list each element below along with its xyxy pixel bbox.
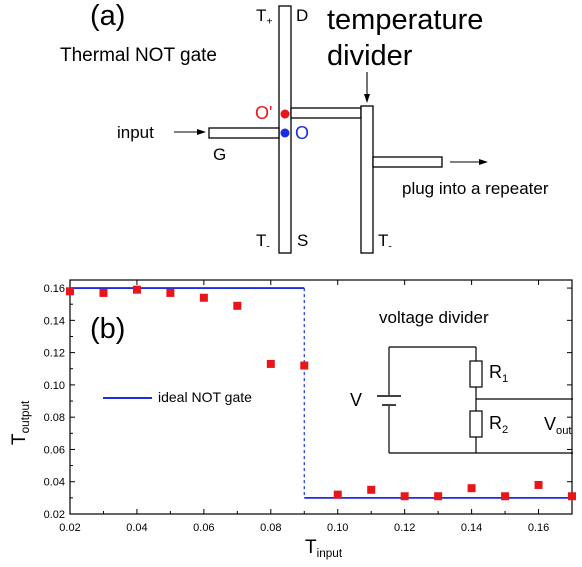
r2-label: R2 <box>489 413 509 436</box>
data-point <box>99 288 108 297</box>
y-tick-label: 0.16 <box>44 283 65 295</box>
plug-label: plug into a repeater <box>402 179 549 198</box>
voltage-divider-circuit <box>377 346 573 454</box>
x-axis-label: Tinput <box>305 537 343 561</box>
x-tick-label: 0.12 <box>394 522 415 534</box>
drain-label: D <box>296 6 309 25</box>
source-label: S <box>297 231 309 250</box>
y-tick-label: 0.04 <box>44 477 65 489</box>
panel-a-label: (a) <box>90 0 126 32</box>
plot-frame <box>69 279 573 515</box>
o-prime-dot <box>280 109 290 119</box>
v-label: V <box>350 390 363 410</box>
data-point <box>534 480 543 489</box>
plot-area: 0.02 0.04 0.06 0.08 0.10 0.12 0.14 0.16 0.02 0.04… <box>44 279 576 534</box>
y-axis-label: Toutput <box>9 400 33 445</box>
circuit-title: voltage divider <box>379 308 489 327</box>
divider-arrow <box>364 72 370 103</box>
connector-bar <box>290 107 362 119</box>
y-tick-label: 0.02 <box>44 509 65 521</box>
t-minus-right-label: T- <box>378 231 392 253</box>
plug-bar <box>372 156 443 168</box>
r1-label: R1 <box>489 362 509 385</box>
x-tick-label: 0.08 <box>260 522 281 534</box>
data-point <box>166 288 175 297</box>
divider-bar <box>360 105 374 254</box>
input-arrow <box>174 129 206 135</box>
data-point <box>66 287 74 296</box>
input-label: input <box>117 123 154 142</box>
o-dot <box>280 128 290 138</box>
t-plus-label: T+ <box>256 6 273 28</box>
data-point <box>333 490 342 499</box>
data-point <box>266 359 275 368</box>
panel-b-label: (b) <box>90 313 126 345</box>
r1-resistor <box>469 360 483 388</box>
gate-bar <box>208 127 280 139</box>
vout-label: Vout <box>544 414 572 437</box>
x-tick-label: 0.06 <box>193 522 214 534</box>
plug-arrow <box>450 159 488 165</box>
o-label: O <box>295 123 310 143</box>
legend-label: ideal NOT gate <box>158 389 252 405</box>
y-tick-label: 0.06 <box>44 444 65 456</box>
y-tick-label: 0.08 <box>44 412 65 424</box>
data-point <box>367 485 376 494</box>
gate-label: G <box>213 145 227 164</box>
data-point <box>233 301 242 310</box>
data-point <box>467 484 476 493</box>
data-point <box>400 492 409 501</box>
gate-title: Thermal NOT gate <box>60 45 217 66</box>
data-point <box>199 293 208 302</box>
x-tick-label: 0.14 <box>461 522 482 534</box>
x-tick-label: 0.10 <box>327 522 348 534</box>
data-point <box>568 492 576 501</box>
x-tick-label: 0.16 <box>528 522 549 534</box>
o-prime-label: O' <box>255 103 273 123</box>
y-tick-label: 0.10 <box>44 380 65 392</box>
y-tick-label: 0.14 <box>44 315 65 327</box>
data-point <box>501 492 510 501</box>
x-tick-label: 0.04 <box>126 522 147 534</box>
x-tick-label: 0.02 <box>59 522 80 534</box>
data-point <box>132 285 141 294</box>
r2-resistor <box>469 410 483 438</box>
data-point <box>434 492 443 501</box>
t-minus-left-label: T- <box>256 231 270 253</box>
divider-title-line1: temperature <box>327 4 484 36</box>
y-tick-label: 0.12 <box>44 348 65 360</box>
data-point <box>300 361 309 370</box>
divider-title-line2: divider <box>327 40 413 72</box>
